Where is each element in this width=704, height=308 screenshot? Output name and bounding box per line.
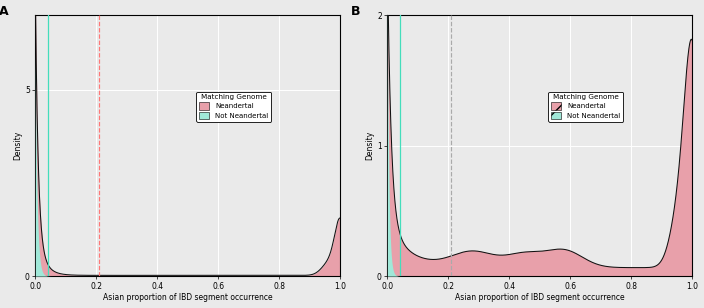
Legend: Neandertal, Not Neandertal: Neandertal, Not Neandertal bbox=[196, 91, 271, 122]
Text: A: A bbox=[0, 5, 8, 18]
Y-axis label: Density: Density bbox=[365, 131, 374, 160]
Text: B: B bbox=[351, 5, 360, 18]
Legend: Neandertal, Not Neandertal: Neandertal, Not Neandertal bbox=[548, 91, 623, 122]
X-axis label: Asian proportion of IBD segment occurrence: Asian proportion of IBD segment occurren… bbox=[455, 294, 624, 302]
Y-axis label: Density: Density bbox=[13, 131, 22, 160]
X-axis label: Asian proportion of IBD segment occurrence: Asian proportion of IBD segment occurren… bbox=[103, 294, 272, 302]
